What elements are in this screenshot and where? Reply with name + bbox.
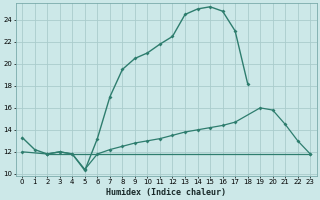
X-axis label: Humidex (Indice chaleur): Humidex (Indice chaleur) — [106, 188, 226, 197]
